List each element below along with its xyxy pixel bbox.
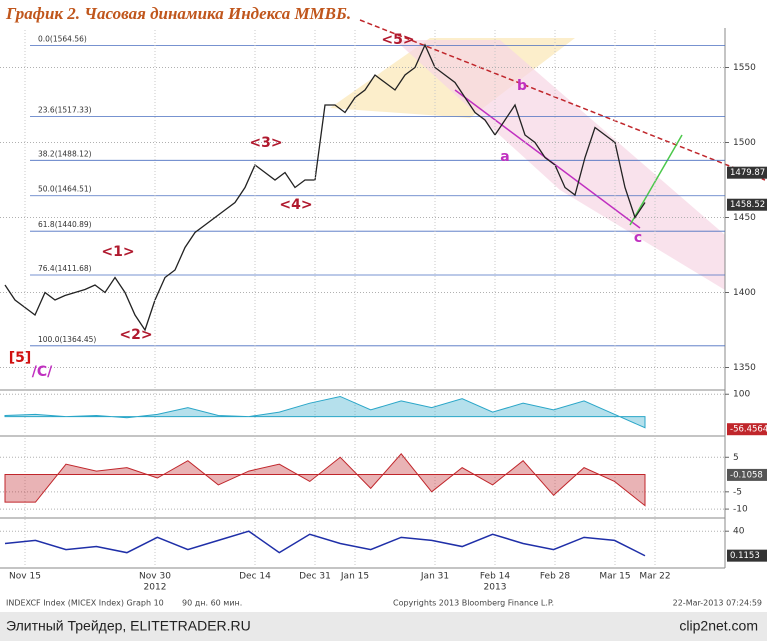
price-line — [4, 43, 646, 332]
x-tick-label: Nov 15 — [9, 572, 41, 582]
x-tick-label: Nov 30 — [139, 572, 171, 582]
y-tick-label: 40 — [733, 527, 745, 537]
price-tag: 1458.52 — [730, 200, 765, 210]
year-label: 2013 — [484, 583, 507, 593]
wave-label: <1> — [101, 244, 134, 260]
x-tick-label: Feb 14 — [480, 572, 511, 582]
oscillator-area — [4, 453, 646, 507]
price-tag: -0.1058 — [730, 470, 763, 480]
x-tick-label: Mar 15 — [599, 572, 630, 582]
watermark: clip2net.com — [679, 618, 758, 634]
x-tick-label: Jan 31 — [420, 572, 449, 582]
fib-label: 61.8(1440.89) — [38, 220, 92, 229]
fib-label: 23.6(1517.33) — [38, 106, 92, 115]
y-tick-label: -5 — [733, 487, 742, 497]
y-tick-label: 1450 — [733, 213, 756, 223]
price-tag: 1479.87 — [730, 168, 765, 178]
y-tick-label: 100 — [733, 390, 750, 400]
wave-label: c — [634, 230, 642, 246]
wave-label: <4> — [279, 197, 312, 213]
fib-label: 100.0(1364.45) — [38, 335, 96, 344]
footer-timestamp: 22-Mar-2013 07:24:59 — [673, 599, 762, 608]
footer-copyright: Copyrights 2013 Bloomberg Finance L.P. — [393, 599, 554, 608]
price-tag: 0.1153 — [730, 551, 760, 561]
wave-label: b — [517, 78, 527, 94]
price-tag-box — [727, 198, 767, 211]
panel-borders — [0, 28, 726, 569]
price-tag: -56.4564 — [730, 425, 767, 435]
wave-label: [5] — [9, 350, 32, 366]
down-channel — [395, 40, 725, 290]
footer-period: 90 дн. 60 мин. — [182, 599, 242, 608]
x-tick-label: Mar 22 — [639, 572, 670, 582]
wave-label: <5> — [381, 32, 414, 48]
fib-label: 0.0(1564.56) — [38, 35, 87, 44]
wave-label: <2> — [119, 327, 152, 343]
x-tick-label: Dec 31 — [299, 572, 331, 582]
y-tick-label: 5 — [733, 453, 739, 463]
projection-arrow — [629, 134, 683, 226]
y-tick-label: 1500 — [733, 138, 756, 148]
oscillator-line — [4, 530, 646, 557]
wave-label: /C/ — [32, 364, 53, 380]
fib-label: 50.0(1464.51) — [38, 185, 92, 194]
y-tick-label: 1550 — [733, 63, 756, 73]
y-tick-label: 1400 — [733, 288, 756, 298]
page-title: График 2. Часовая динамика Индекса ММВБ. — [5, 4, 351, 23]
footer-ticker: INDEXCF Index (MICEX Index) Graph 10 — [6, 599, 164, 608]
y-tick-label: -10 — [733, 505, 748, 515]
x-tick-label: Feb 28 — [540, 572, 571, 582]
wave-label: <3> — [249, 135, 282, 151]
price-tag-box — [727, 166, 767, 179]
trend-line — [359, 19, 766, 181]
y-tick-label: 1350 — [733, 363, 756, 373]
price-tag-box — [727, 468, 767, 481]
wave-label: a — [500, 149, 509, 165]
oscillator-area — [4, 395, 646, 429]
x-tick-label: Dec 14 — [239, 572, 271, 582]
price-tag-box — [727, 423, 767, 436]
bottom-bar — [0, 612, 767, 641]
year-label: 2012 — [144, 583, 167, 593]
price-tag-box — [727, 549, 767, 562]
fib-label: 38.2(1488.12) — [38, 149, 92, 158]
x-tick-label: Jan 15 — [340, 572, 369, 582]
fib-label: 76.4(1411.68) — [38, 264, 92, 273]
source-site: Элитный Трейдер, ELITETRADER.RU — [6, 618, 251, 634]
